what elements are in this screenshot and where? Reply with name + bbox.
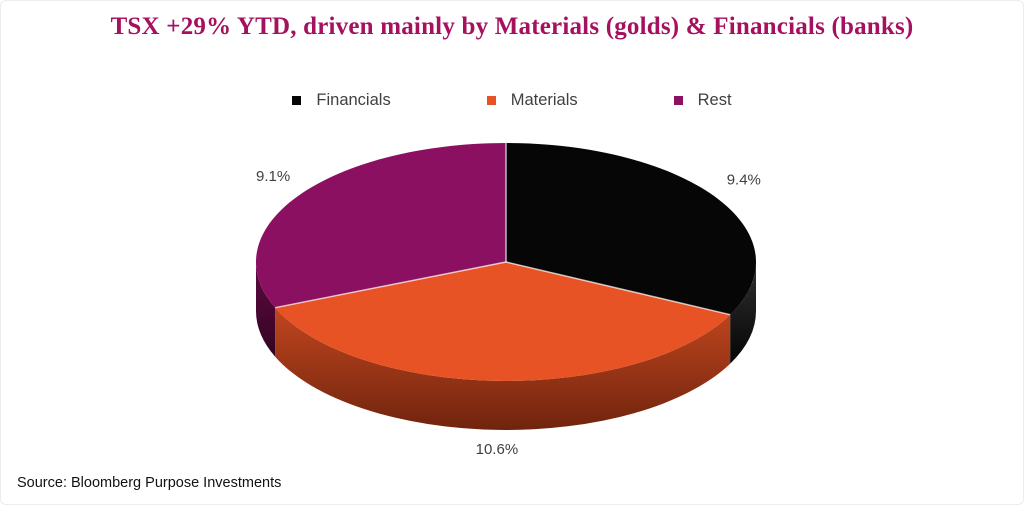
legend-item-rest: Rest <box>673 91 732 110</box>
legend-item-materials: Materials <box>486 91 578 110</box>
legend-marker-financials-icon <box>292 96 302 105</box>
pie-separator <box>505 261 731 316</box>
pie-label-rest: 9.1% <box>256 168 290 185</box>
source-note: Source: Bloomberg Purpose Investments <box>17 475 282 491</box>
legend-marker-materials-icon <box>486 96 496 105</box>
legend-item-financials: Financials <box>292 91 391 110</box>
pie-label-financials: 9.4% <box>727 172 761 189</box>
legend-label-materials: Materials <box>510 91 578 109</box>
legend-label-rest: Rest <box>697 91 732 109</box>
pie-wall-materials <box>275 307 731 430</box>
legend-label-financials: Financials <box>316 91 391 109</box>
pie-slice-materials <box>275 262 731 381</box>
pie-wall-financials <box>730 262 756 364</box>
pie-slice-rest <box>255 143 506 308</box>
legend: Financials Materials Rest <box>1 91 1023 110</box>
legend-marker-rest-icon <box>673 96 683 105</box>
pie-wall-rest <box>256 262 276 357</box>
pie-slice-financials <box>506 143 756 315</box>
page-title: TSX +29% YTD, driven mainly by Materials… <box>110 13 914 40</box>
pie-label-materials: 10.6% <box>476 441 519 458</box>
pie-separator <box>275 261 507 309</box>
